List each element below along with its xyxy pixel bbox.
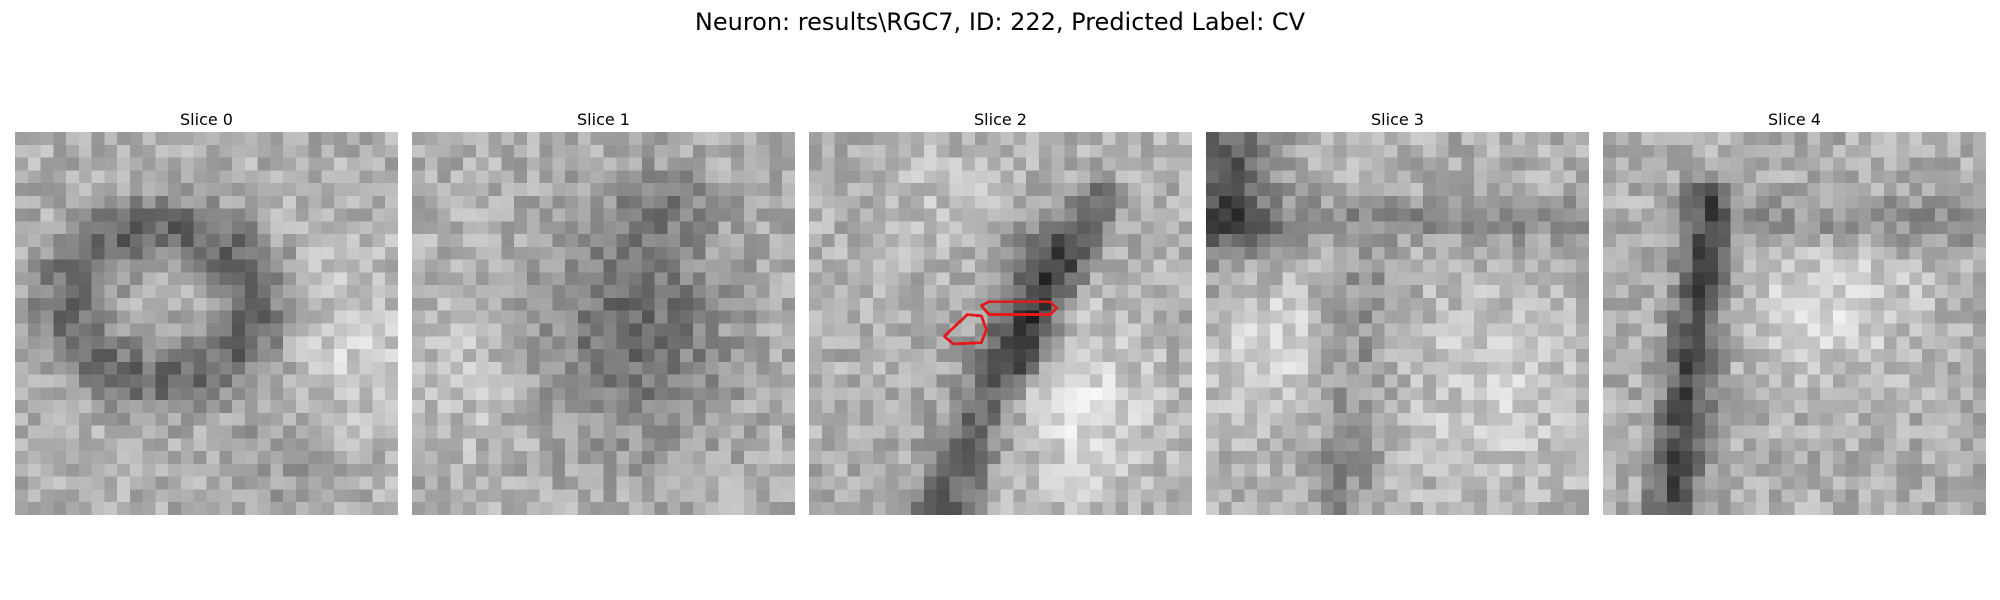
slice-image	[15, 132, 398, 515]
panel-slice-0: Slice 0	[15, 108, 398, 515]
slice-title: Slice 3	[1371, 110, 1424, 129]
slice-title: Slice 4	[1768, 110, 1821, 129]
panel-slice-4: Slice 4	[1603, 108, 1986, 515]
slice-image	[1206, 132, 1589, 515]
contour-outline	[942, 313, 988, 346]
slice-title: Slice 0	[180, 110, 233, 129]
panel-slice-2: Slice 2	[809, 108, 1192, 515]
slice-image	[412, 132, 795, 515]
panel-slice-1: Slice 1	[412, 108, 795, 515]
contour-outline	[979, 300, 1059, 316]
panel-slice-3: Slice 3	[1206, 108, 1589, 515]
slice-image	[809, 132, 1192, 515]
slice-image	[1603, 132, 1986, 515]
slice-title: Slice 2	[974, 110, 1027, 129]
figure-title: Neuron: results\RGC7, ID: 222, Predicted…	[694, 8, 1306, 36]
slice-title: Slice 1	[577, 110, 630, 129]
